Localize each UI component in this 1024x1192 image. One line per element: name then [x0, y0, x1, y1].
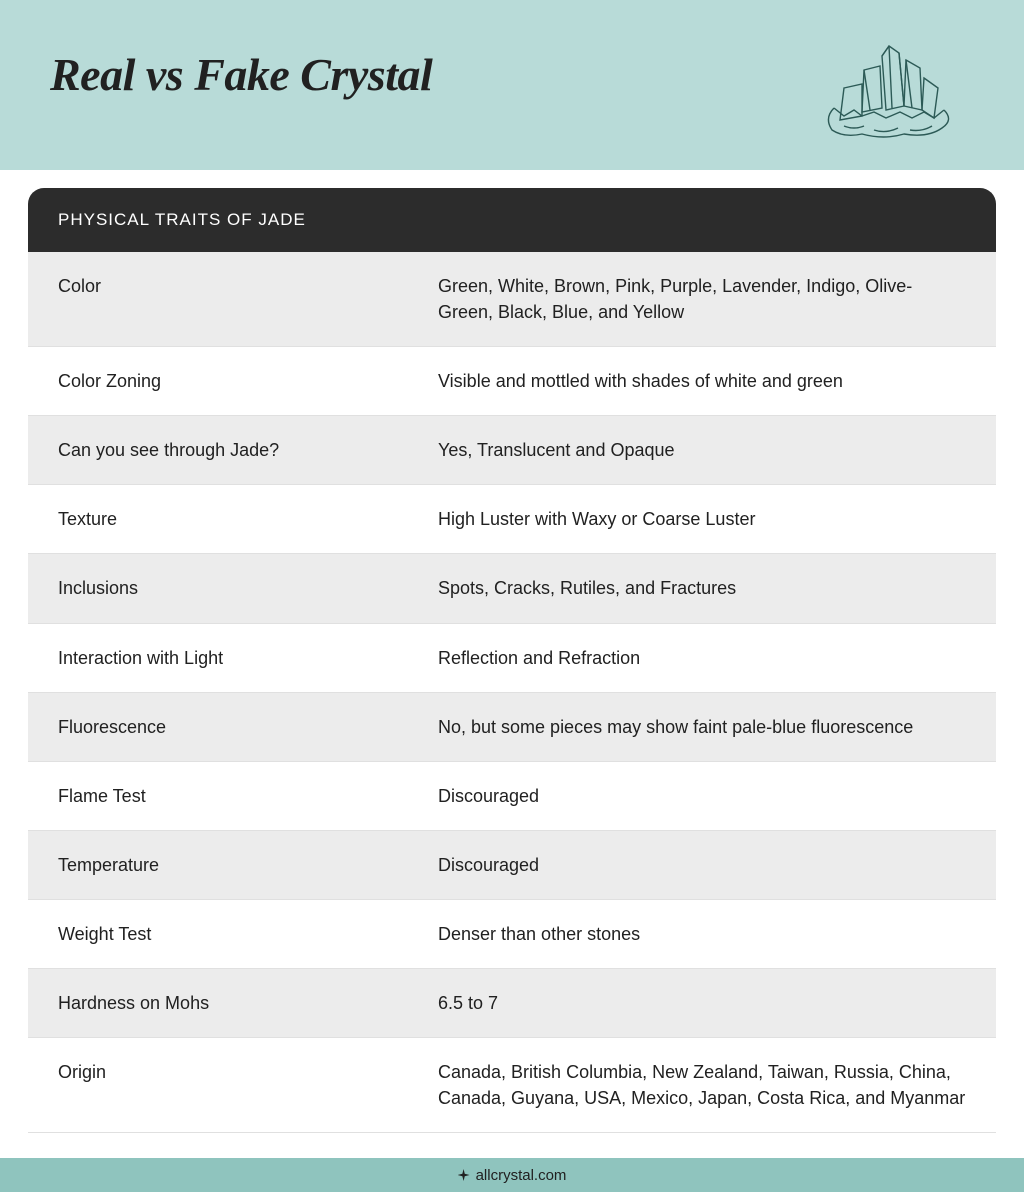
table-header: PHYSICAL TRAITS OF JADE [28, 188, 996, 252]
trait-value: 6.5 to 7 [438, 990, 966, 1016]
trait-label: Texture [58, 506, 438, 532]
table-row: TextureHigh Luster with Waxy or Coarse L… [28, 485, 996, 554]
trait-label: Color Zoning [58, 368, 438, 394]
table-row: Weight TestDenser than other stones [28, 900, 996, 969]
sparkle-icon [458, 1169, 470, 1181]
trait-value: Spots, Cracks, Rutiles, and Fractures [438, 575, 966, 601]
trait-value: Reflection and Refraction [438, 645, 966, 671]
crystal-cluster-icon [804, 38, 974, 153]
trait-value: No, but some pieces may show faint pale-… [438, 714, 966, 740]
page-header: Real vs Fake Crystal [0, 0, 1024, 170]
trait-value: Green, White, Brown, Pink, Purple, Laven… [438, 273, 966, 325]
trait-label: Inclusions [58, 575, 438, 601]
header-gap [0, 170, 1024, 188]
trait-value: Visible and mottled with shades of white… [438, 368, 966, 394]
table-row: TemperatureDiscouraged [28, 831, 996, 900]
trait-value: Denser than other stones [438, 921, 966, 947]
trait-label: Temperature [58, 852, 438, 878]
trait-label: Fluorescence [58, 714, 438, 740]
trait-label: Weight Test [58, 921, 438, 947]
table-row: Can you see through Jade?Yes, Translucen… [28, 416, 996, 485]
trait-label: Flame Test [58, 783, 438, 809]
table-row: ColorGreen, White, Brown, Pink, Purple, … [28, 252, 996, 347]
trait-value: Discouraged [438, 852, 966, 878]
table-row: Color ZoningVisible and mottled with sha… [28, 347, 996, 416]
trait-label: Color [58, 273, 438, 325]
table-row: Flame TestDiscouraged [28, 762, 996, 831]
traits-table: PHYSICAL TRAITS OF JADE ColorGreen, Whit… [0, 188, 1024, 1133]
trait-label: Can you see through Jade? [58, 437, 438, 463]
table-row: Interaction with LightReflection and Ref… [28, 624, 996, 693]
table-row: OriginCanada, British Columbia, New Zeal… [28, 1038, 996, 1133]
trait-value: High Luster with Waxy or Coarse Luster [438, 506, 966, 532]
page-title: Real vs Fake Crystal [50, 48, 432, 101]
table-row: FluorescenceNo, but some pieces may show… [28, 693, 996, 762]
table-row: InclusionsSpots, Cracks, Rutiles, and Fr… [28, 554, 996, 623]
trait-label: Origin [58, 1059, 438, 1111]
table-row: Hardness on Mohs6.5 to 7 [28, 969, 996, 1038]
footer-text: allcrystal.com [476, 1167, 567, 1184]
trait-label: Hardness on Mohs [58, 990, 438, 1016]
trait-value: Discouraged [438, 783, 966, 809]
trait-label: Interaction with Light [58, 645, 438, 671]
trait-value: Canada, British Columbia, New Zealand, T… [438, 1059, 966, 1111]
page-footer: allcrystal.com [0, 1158, 1024, 1192]
trait-value: Yes, Translucent and Opaque [438, 437, 966, 463]
